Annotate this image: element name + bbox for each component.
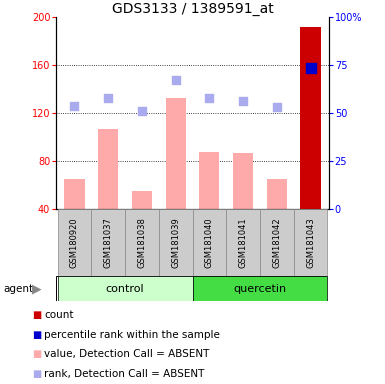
Text: GSM181040: GSM181040 — [205, 218, 214, 268]
Text: count: count — [44, 310, 74, 320]
Text: percentile rank within the sample: percentile rank within the sample — [44, 330, 220, 340]
Text: GSM180920: GSM180920 — [70, 218, 79, 268]
Text: control: control — [106, 284, 144, 294]
Point — [139, 108, 145, 114]
Bar — [192, 209, 226, 276]
Point — [206, 94, 213, 101]
Text: GSM181037: GSM181037 — [104, 217, 113, 268]
Bar — [91, 209, 125, 276]
Bar — [226, 209, 260, 276]
Bar — [166, 98, 186, 209]
Bar — [57, 276, 192, 301]
Text: value, Detection Call = ABSENT: value, Detection Call = ABSENT — [44, 349, 210, 359]
Bar — [159, 209, 192, 276]
Point — [240, 98, 246, 104]
Text: quercetin: quercetin — [233, 284, 286, 294]
Text: agent: agent — [4, 284, 34, 294]
Bar — [300, 27, 321, 209]
Text: rank, Detection Call = ABSENT: rank, Detection Call = ABSENT — [44, 369, 205, 379]
Bar — [64, 179, 85, 209]
Text: GSM181041: GSM181041 — [239, 218, 248, 268]
Text: GSM181043: GSM181043 — [306, 217, 315, 268]
Text: ■: ■ — [32, 369, 41, 379]
Point — [71, 103, 77, 109]
Bar — [98, 129, 118, 209]
Text: ■: ■ — [32, 330, 41, 340]
Bar — [260, 209, 294, 276]
Bar — [57, 209, 91, 276]
Title: GDS3133 / 1389591_at: GDS3133 / 1389591_at — [112, 2, 273, 16]
Text: GSM181039: GSM181039 — [171, 217, 180, 268]
Text: ■: ■ — [32, 310, 41, 320]
Point — [172, 77, 179, 83]
Text: ■: ■ — [32, 349, 41, 359]
Bar — [132, 191, 152, 209]
Text: GSM181042: GSM181042 — [272, 218, 281, 268]
Bar — [199, 152, 219, 209]
Bar — [233, 153, 253, 209]
Bar — [294, 209, 328, 276]
Point — [274, 104, 280, 110]
Text: ▶: ▶ — [32, 283, 41, 295]
Point — [308, 65, 314, 71]
Bar — [267, 179, 287, 209]
Bar — [192, 276, 328, 301]
Text: GSM181038: GSM181038 — [137, 217, 146, 268]
Point — [105, 94, 111, 101]
Bar — [125, 209, 159, 276]
